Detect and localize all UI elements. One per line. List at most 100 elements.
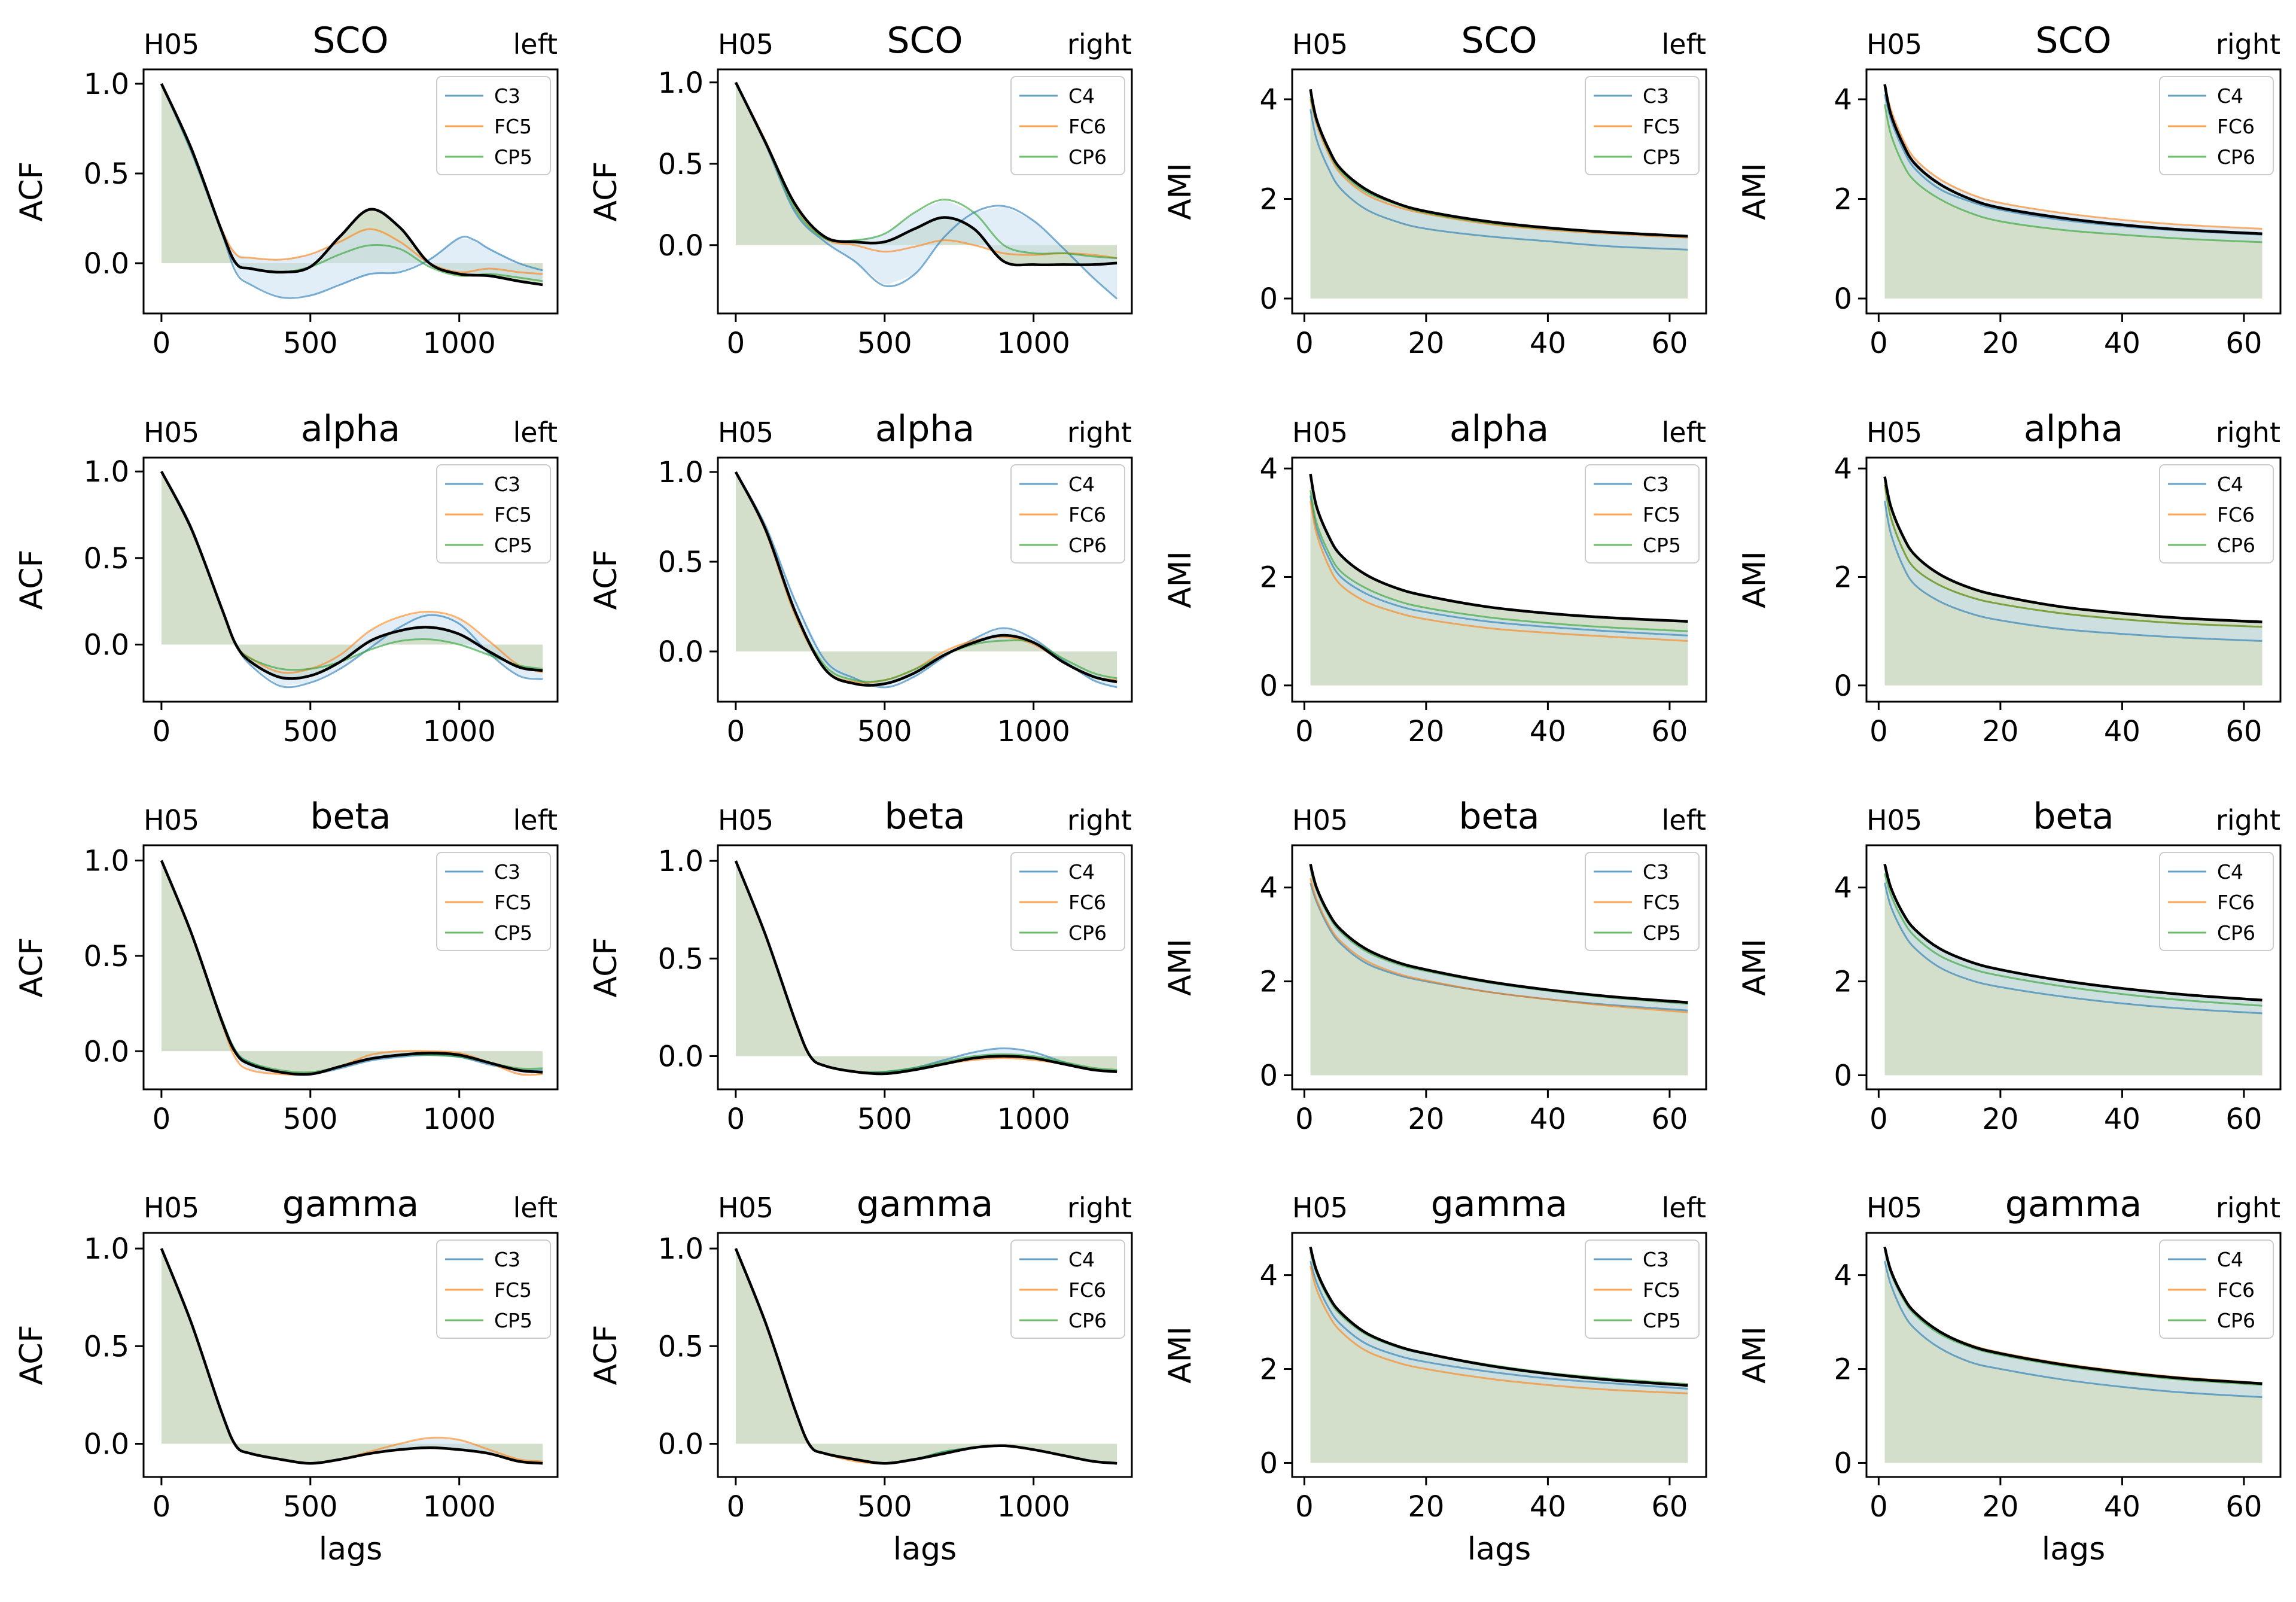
- chart-title: gamma: [1431, 1183, 1568, 1225]
- y-tick-label: 0: [1834, 282, 1852, 316]
- x-axis-label: lags: [1467, 1531, 1531, 1567]
- plot-area: [160, 860, 543, 1076]
- subject-label: H05: [718, 416, 774, 449]
- legend-box: [1585, 852, 1700, 951]
- x-tick-label: 0: [727, 327, 745, 360]
- legend-label: CP5: [1643, 1309, 1681, 1332]
- legend-label: FC6: [2217, 503, 2255, 526]
- y-tick-label: 2: [1834, 182, 1852, 216]
- legend-box: [1010, 76, 1125, 175]
- x-tick-label: 500: [857, 327, 912, 360]
- chart-title: alpha: [875, 408, 975, 450]
- y-tick-label: 2: [1834, 561, 1852, 594]
- legend: C4 FC6 CP6: [2159, 852, 2274, 951]
- series-line-mean: [1883, 476, 2262, 623]
- legend-label: CP5: [1643, 145, 1681, 169]
- y-tick-label: 0: [1834, 669, 1852, 703]
- legend-label: FC5: [494, 1278, 532, 1302]
- series-line-mean: [160, 1248, 543, 1465]
- legend-label: FC5: [494, 503, 532, 526]
- subject-label: H05: [718, 1192, 774, 1224]
- legend-label: CP6: [1068, 1309, 1107, 1332]
- series-line-fc6: [1884, 84, 2262, 230]
- x-tick-label: 0: [153, 327, 171, 360]
- y-tick-label: 1.0: [658, 66, 704, 100]
- y-tick-label: 1.0: [84, 1232, 129, 1266]
- legend-box: [1585, 1239, 1700, 1339]
- series-line-c4: [1884, 1260, 2262, 1399]
- legend-label: C3: [1643, 84, 1669, 108]
- legend: C4 FC6 CP6: [2159, 464, 2274, 564]
- chart-title: alpha: [301, 408, 400, 450]
- x-tick-label: 0: [727, 715, 745, 748]
- x-axis-label: lags: [2042, 1531, 2105, 1567]
- y-axis-label: ACF: [588, 550, 624, 610]
- subject-label: H05: [1292, 804, 1348, 836]
- x-tick-label: 20: [1982, 715, 2018, 748]
- x-tick-label: 1000: [423, 1490, 496, 1524]
- x-tick-label: 1000: [997, 1102, 1070, 1136]
- axes-frame: [717, 1232, 1133, 1478]
- series-line-mean: [734, 471, 1117, 687]
- x-tick-label: 40: [1530, 327, 1566, 360]
- legend-label: CP5: [494, 145, 532, 169]
- legend-label: FC6: [1068, 503, 1106, 526]
- x-tick-label: 60: [2225, 327, 2262, 360]
- legend: C4 FC6 CP6: [2159, 1239, 2274, 1339]
- legend: C3 FC5 CP5: [1585, 852, 1700, 951]
- legend-label: C3: [494, 1248, 520, 1271]
- x-tick-label: 40: [2104, 1102, 2140, 1136]
- subject-label: H05: [1292, 416, 1348, 449]
- y-axis-label: ACF: [588, 1325, 624, 1385]
- x-tick-label: 20: [1408, 327, 1444, 360]
- x-tick-label: 60: [1651, 1490, 1688, 1524]
- x-tick-label: 1000: [423, 327, 496, 360]
- y-tick-label: 1.0: [84, 68, 129, 101]
- subject-label: H05: [718, 804, 774, 836]
- side-label: left: [513, 1192, 558, 1224]
- side-label: right: [2216, 416, 2280, 449]
- side-label: right: [1067, 416, 1132, 449]
- legend-label: FC6: [2217, 115, 2255, 138]
- y-tick-label: 0.5: [84, 940, 129, 973]
- x-tick-label: 0: [1869, 327, 1888, 360]
- chart-title: gamma: [2005, 1183, 2142, 1225]
- legend-label: C4: [1068, 1248, 1095, 1271]
- side-label: right: [2216, 28, 2280, 60]
- x-tick-label: 0: [153, 1102, 171, 1136]
- legend: C3 FC5 CP5: [436, 1239, 551, 1339]
- axes-frame: [142, 1232, 559, 1478]
- series-line-mean: [1309, 1246, 1688, 1387]
- series-line-mean: [734, 81, 1117, 267]
- y-tick-label: 4: [1834, 872, 1852, 905]
- legend-box: [1585, 464, 1700, 564]
- legend-label: CP6: [2217, 921, 2255, 945]
- series-line-mean: [734, 860, 1117, 1076]
- legend-box: [1585, 76, 1700, 175]
- x-tick-label: 500: [857, 1490, 912, 1524]
- mean-area-fill: [161, 1248, 543, 1464]
- y-tick-label: 0.5: [84, 542, 129, 575]
- legend-label: C3: [494, 860, 520, 884]
- side-label: left: [1661, 804, 1706, 836]
- legend-label: C4: [2217, 473, 2243, 496]
- x-axis-label: lags: [893, 1531, 957, 1567]
- legend: C4 FC6 CP6: [1010, 852, 1125, 951]
- x-tick-label: 500: [283, 1490, 338, 1524]
- subject-label: H05: [1292, 28, 1348, 60]
- x-tick-label: 0: [1869, 715, 1888, 748]
- legend-box: [2159, 76, 2274, 175]
- y-tick-label: 0.0: [84, 1428, 129, 1461]
- series-line-cp6: [1884, 103, 2262, 243]
- chart-panel: 0 500 1000 0.0 0.5 1.0 beta H05 left ACF C3 FC5 CP5: [14, 796, 559, 1136]
- chart-panel: 0 20 40 60 0 2 4 beta H05 left AMI C3 FC5 CP5: [1162, 796, 1707, 1136]
- x-tick-label: 40: [2104, 1490, 2140, 1524]
- subject-label: H05: [1866, 416, 1922, 449]
- series-line-c3: [1310, 495, 1688, 636]
- plot-area: [160, 471, 543, 689]
- series-line-cp5: [1310, 490, 1688, 632]
- legend-box: [436, 852, 551, 951]
- mean-area-fill: [1884, 864, 2262, 1076]
- x-tick-label: 1000: [997, 715, 1070, 748]
- legend-label: C3: [1643, 860, 1669, 884]
